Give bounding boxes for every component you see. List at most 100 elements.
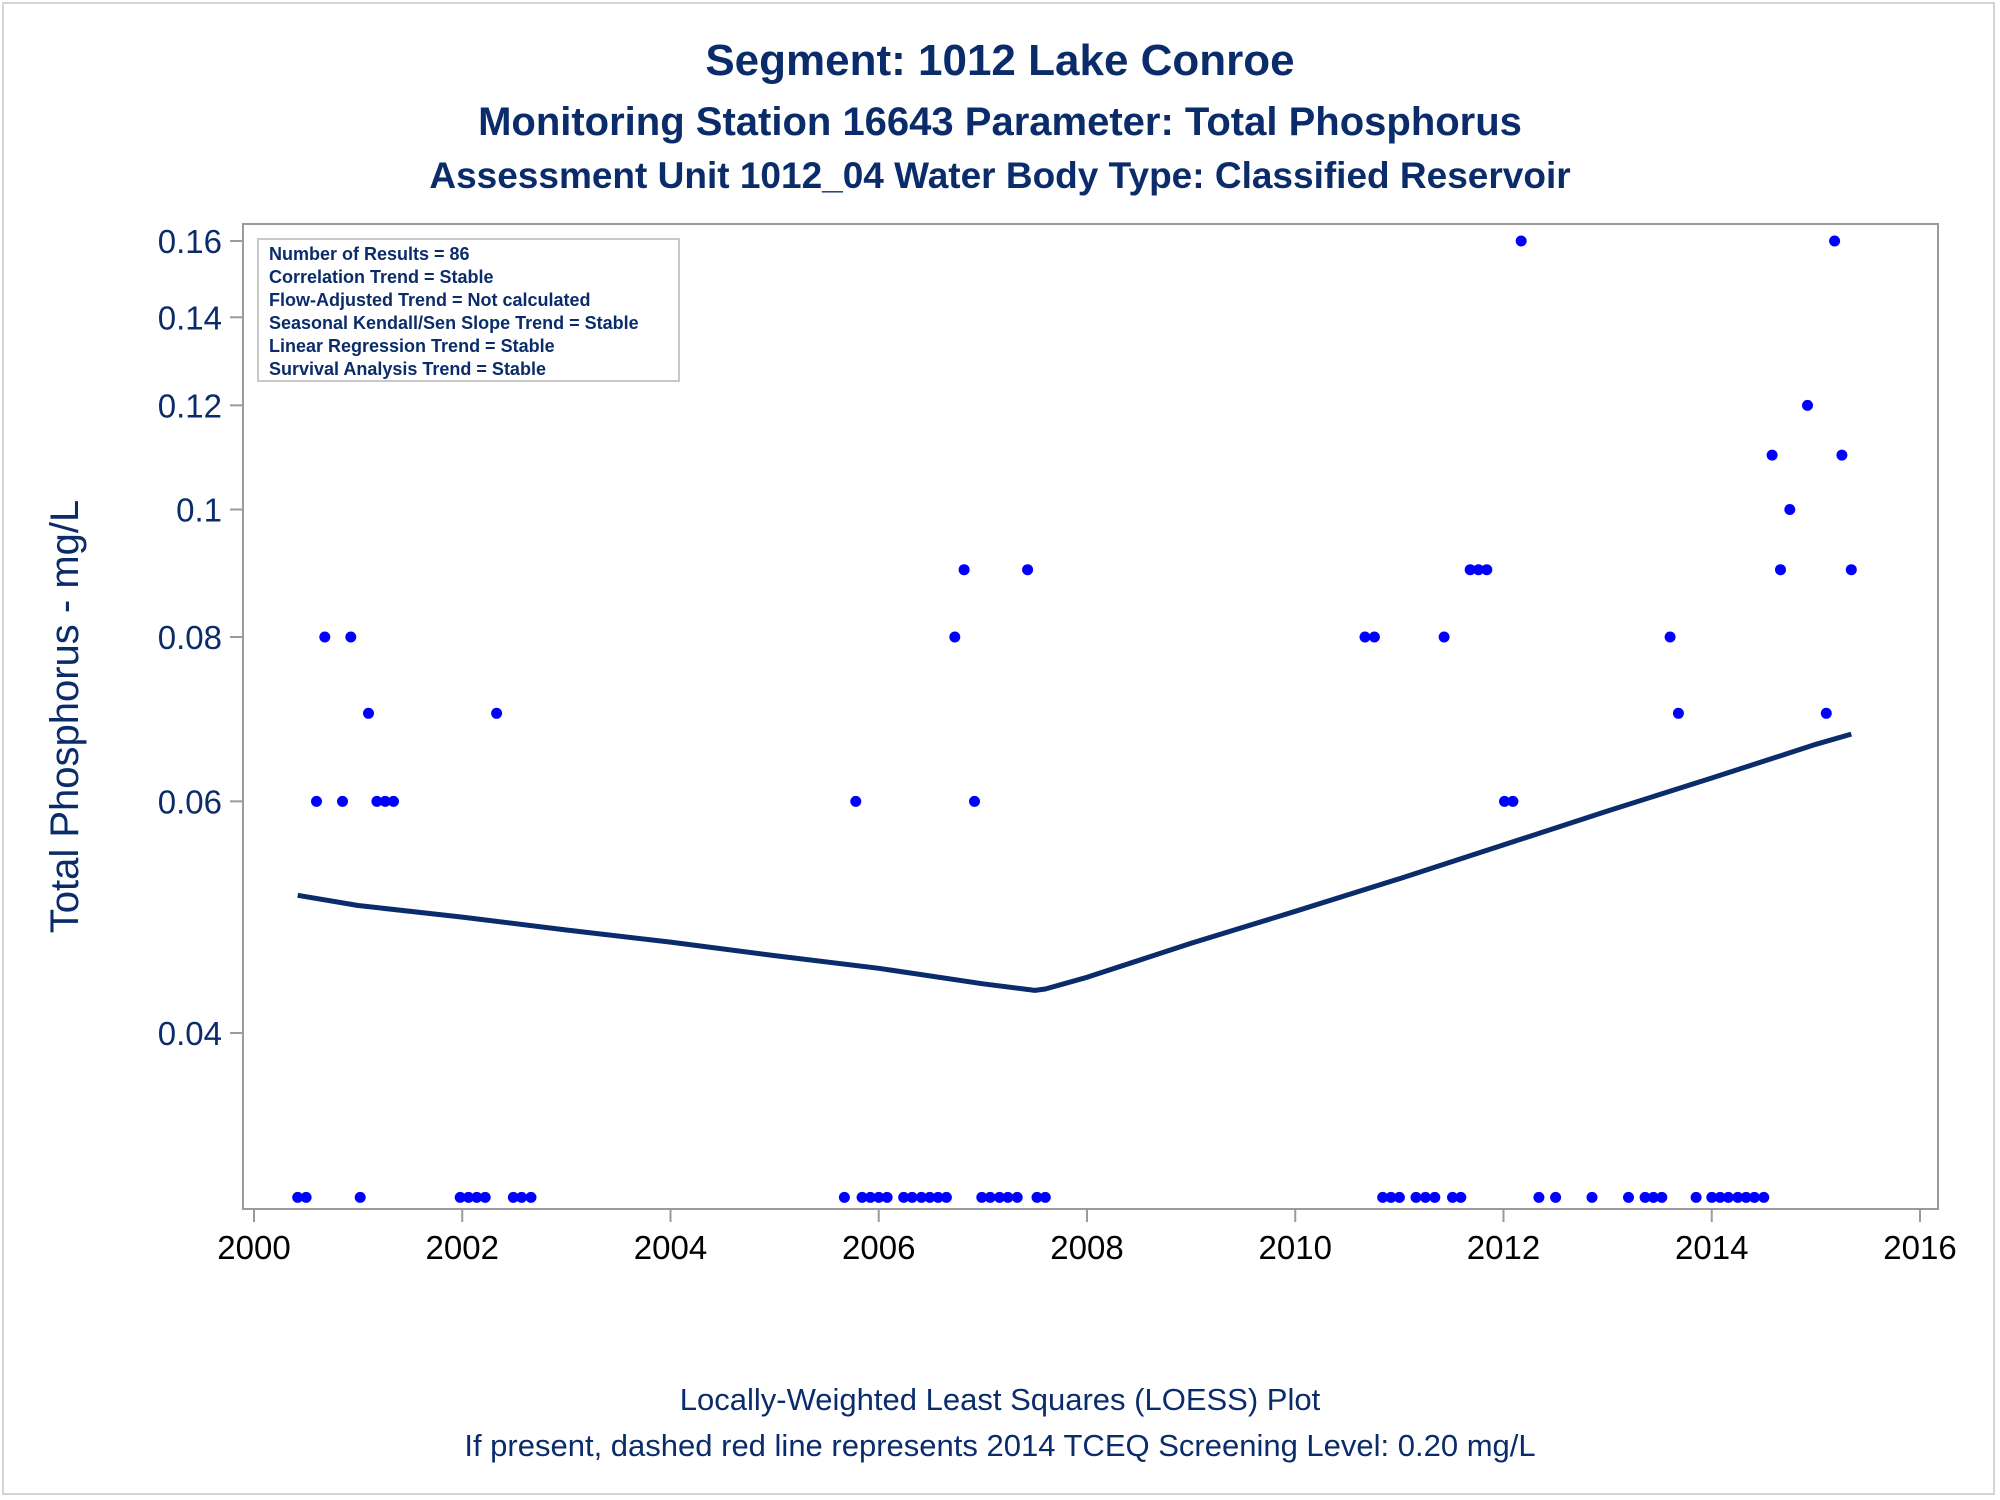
x-tick-label: 2012: [1467, 1229, 1540, 1266]
data-point: [949, 631, 961, 643]
data-point: [388, 795, 399, 807]
y-tick-label: 0.14: [158, 299, 222, 336]
y-tick-label: 0.12: [158, 387, 222, 424]
data-point: [976, 1191, 988, 1203]
loess-series: [297, 731, 1852, 993]
data-point: [463, 1191, 474, 1203]
plot-area: [242, 223, 1939, 1210]
data-point: [906, 1191, 918, 1203]
data-point: [1784, 504, 1796, 515]
data-point: [1429, 1191, 1441, 1203]
data-point: [1647, 1191, 1659, 1203]
data-point: [1419, 1191, 1431, 1203]
chart-title: Segment: 1012 Lake Conroe: [705, 36, 1295, 85]
y-tick-label: 0.1: [176, 492, 222, 529]
data-point: [1385, 1191, 1397, 1203]
data-point: [1039, 1191, 1051, 1203]
x-tick-label: 2002: [426, 1229, 499, 1266]
data-point: [1507, 795, 1519, 807]
y-axis: 0.16 0.14 0.12 0.1 0.08 0.06 0.04: [158, 223, 243, 1052]
stats-line: Survival Analysis Trend = Stable: [269, 359, 546, 379]
data-point: [1766, 449, 1778, 461]
data-point: [491, 707, 503, 719]
data-point: [915, 1191, 927, 1203]
data-point: [516, 1191, 528, 1203]
data-point: [1836, 449, 1848, 461]
data-point: [1623, 1191, 1634, 1203]
x-tick-label: 2014: [1675, 1229, 1748, 1266]
data-point: [1550, 1191, 1562, 1203]
loess-line: [297, 731, 1852, 993]
data-point: [1748, 1191, 1760, 1203]
data-point: [345, 631, 357, 643]
data-point: [471, 1191, 483, 1203]
data-point: [969, 795, 980, 807]
data-point: [898, 1191, 910, 1203]
stats-line: Number of Results = 86: [269, 244, 470, 264]
data-point: [300, 1191, 312, 1203]
data-point: [1377, 1191, 1389, 1203]
data-point: [1758, 1191, 1770, 1203]
data-point: [454, 1191, 466, 1203]
x-tick-label: 2010: [1259, 1229, 1332, 1266]
data-point: [1690, 1191, 1702, 1203]
data-point: [1533, 1191, 1545, 1203]
trend-stats-box: Number of Results = 86 Correlation Trend …: [257, 238, 680, 382]
data-point: [379, 795, 391, 807]
data-point: [319, 631, 331, 643]
x-tick-label: 2008: [1050, 1229, 1123, 1266]
data-point: [1586, 1191, 1598, 1203]
data-point: [479, 1191, 491, 1203]
data-point: [940, 1191, 952, 1203]
data-point: [1368, 631, 1380, 643]
stats-line: Seasonal Kendall/Sen Slope Trend = Stabl…: [269, 313, 639, 333]
data-point: [1393, 1191, 1405, 1203]
chart-subtitle-station: Monitoring Station 16643 Parameter: Tota…: [478, 100, 1522, 144]
data-point: [311, 795, 322, 807]
data-point: [850, 795, 862, 807]
data-point: [1714, 1191, 1726, 1203]
data-point: [1464, 564, 1476, 576]
data-point: [1473, 564, 1484, 576]
data-point: [1722, 1191, 1734, 1203]
data-point: [363, 707, 374, 719]
data-point: [932, 1191, 944, 1203]
x-tick-label: 2000: [217, 1229, 290, 1266]
data-point: [525, 1191, 537, 1203]
data-point: [873, 1191, 885, 1203]
data-point: [1775, 564, 1786, 576]
data-point: [354, 1191, 366, 1203]
data-point: [1515, 235, 1527, 247]
data-point: [838, 1191, 850, 1203]
data-point: [881, 1191, 893, 1203]
stats-line: Flow-Adjusted Trend = Not calculated: [269, 290, 591, 310]
data-point: [958, 564, 970, 576]
data-point: [292, 1191, 304, 1203]
data-point: [1820, 707, 1832, 719]
data-point: [1455, 1191, 1467, 1203]
data-point: [337, 795, 348, 807]
data-point: [1359, 631, 1371, 643]
y-tick-label: 0.06: [158, 783, 222, 820]
data-point: [507, 1191, 519, 1203]
x-tick-label: 2006: [842, 1229, 915, 1266]
stats-line: Linear Regression Trend = Stable: [269, 336, 555, 356]
footnote-screening-level: If present, dashed red line represents 2…: [464, 1428, 1536, 1463]
x-axis: 2000 2002 2004 2006 2008 2010 2012 2014 2016: [217, 1209, 1957, 1266]
data-point: [864, 1191, 876, 1203]
y-tick-label: 0.08: [158, 619, 222, 656]
data-point: [994, 1191, 1005, 1203]
data-point: [1706, 1191, 1718, 1203]
data-point: [1011, 1191, 1023, 1203]
data-point: [1829, 235, 1841, 247]
stats-box-border: [257, 238, 680, 382]
data-point: [1845, 564, 1857, 576]
data-point: [1664, 631, 1676, 643]
data-point: [1656, 1191, 1668, 1203]
chart-subtitle-assessment: Assessment Unit 1012_04 Water Body Type:…: [429, 155, 1571, 196]
data-point: [1447, 1191, 1458, 1203]
data-point: [1740, 1191, 1752, 1203]
data-point: [1410, 1191, 1422, 1203]
data-point: [1732, 1191, 1744, 1203]
